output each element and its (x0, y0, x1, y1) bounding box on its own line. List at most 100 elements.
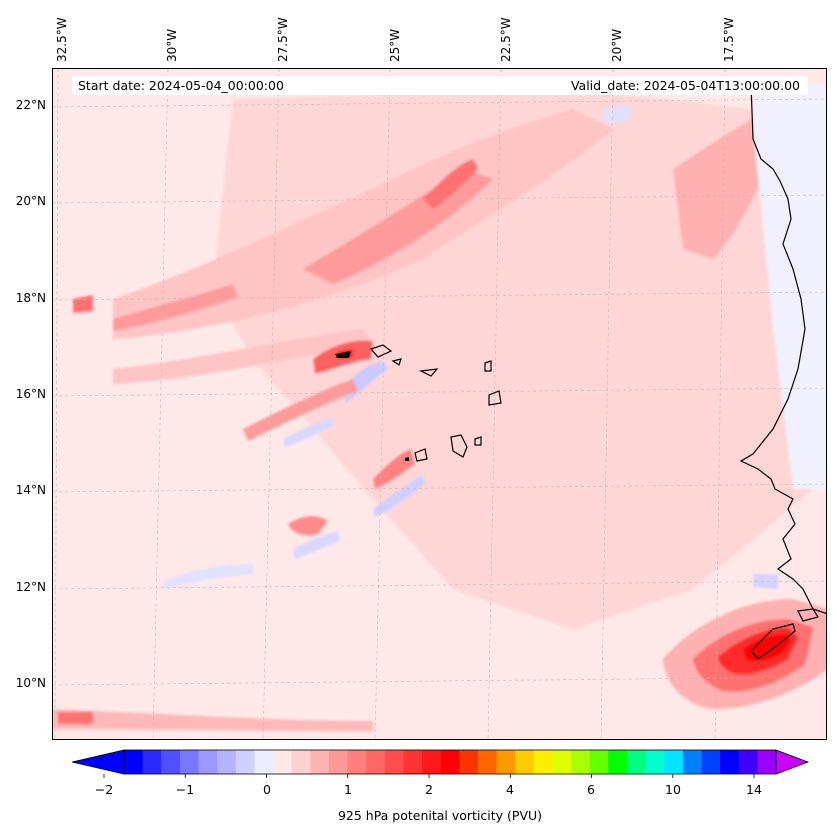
cape-verde-sao-vicente (391, 358, 402, 366)
pv-low-south (373, 474, 425, 517)
cape-verde-santo-antao (369, 344, 393, 358)
colorbar-cell (366, 750, 386, 774)
pv-field (53, 84, 826, 731)
pv-max-region-core (743, 634, 791, 662)
colorbar-label: 925 hPa potenital vorticity (PVU) (337, 808, 543, 823)
colorbar-over-arrow (775, 749, 810, 775)
cape-verde-santiago (450, 434, 468, 458)
colorbar-cell (440, 750, 460, 774)
pv-low-northeast (603, 105, 633, 123)
pv-region-north-band (113, 109, 613, 339)
date-info-bar: Start date: 2024-05-04_00:00:00 Valid_da… (72, 76, 808, 95)
lon-label-20w: 20°W (610, 28, 624, 62)
lon-label-17-5w: 17.5°W (722, 17, 736, 62)
colorbar-cell (738, 750, 758, 774)
colorbar-cell (589, 750, 609, 774)
colorbar-cell (422, 750, 442, 774)
pv-low-southwest (293, 531, 340, 559)
colorbar-cell (682, 750, 702, 774)
pv-low-coast (753, 574, 778, 589)
pv-low-diagonal (283, 417, 335, 447)
colorbar-cell (626, 750, 647, 774)
pv-streak-ne (423, 159, 478, 209)
lon-label-22-5w: 22.5°W (499, 17, 513, 62)
start-date-label: Start date: 2024-05-04_00:00:00 (78, 78, 284, 93)
colorbar-cell (161, 750, 181, 774)
lat-label-12n: 12°N (15, 580, 46, 594)
grid-line-lon-20w (600, 69, 614, 739)
cape-verde-maio (474, 436, 482, 446)
lat-label-16n: 16°N (15, 387, 46, 401)
colorbar-tick-label-4: 4 (506, 782, 514, 797)
colorbar-cell (291, 750, 311, 774)
colorbar-cell (477, 750, 498, 774)
colorbar-tick-label-neg2: −2 (94, 782, 114, 797)
colorbar-cell (217, 750, 237, 774)
colorbar-cell (347, 750, 367, 774)
colorbar-cell (254, 750, 274, 774)
lon-label-32-5w: 32.5°W (55, 17, 69, 62)
pv-field-map (53, 69, 826, 739)
colorbar-tick-label-neg1: −1 (175, 782, 195, 797)
pv-band-diagonal (243, 379, 358, 441)
pv-streak-south (373, 449, 415, 489)
colorbar-cell (552, 750, 572, 774)
colorbar-cell (124, 750, 144, 774)
map-panel[interactable] (52, 68, 827, 740)
colorbar-cells (124, 750, 777, 774)
guinea-bissau-islands (797, 608, 819, 622)
grid-line-lon-27-5w (262, 69, 280, 739)
africa-coastline (739, 83, 826, 614)
pv-low-band-south (163, 564, 253, 589)
grid-line-lon-30w (152, 69, 169, 739)
colorbar-outline (123, 749, 777, 775)
colorbar-cell (496, 750, 516, 774)
colorbar-tick-label-0: 0 (263, 782, 271, 797)
colorbar-tick-label-10: 10 (665, 782, 681, 797)
colorbar-cell (571, 750, 591, 774)
coastlines (369, 83, 826, 660)
cape-verde-boa-vista (488, 390, 502, 406)
colorbar-tick-label-2: 2 (425, 782, 433, 797)
pv-contour-2pvu (750, 623, 796, 660)
pv-contour-2pvu-central (335, 351, 351, 358)
colorbar-cell (142, 750, 162, 774)
colorbar-cell (459, 750, 479, 774)
colorbar-cell (515, 750, 535, 774)
colorbar-cell (198, 750, 218, 774)
grid-line-lon-25w (374, 69, 391, 739)
lat-label-22n: 22°N (15, 98, 46, 112)
colorbar-tick-marks (103, 774, 755, 778)
grid-line-lon-17-5w (714, 69, 726, 739)
cape-verde-fogo (414, 448, 428, 462)
cape-verde-sal (484, 360, 492, 372)
colorbar-cell (720, 750, 740, 774)
lat-label-10n: 10°N (15, 676, 46, 690)
colorbar-cell (701, 750, 721, 774)
lat-label-14n: 14°N (15, 483, 46, 497)
graticule (53, 69, 826, 739)
colorbar (71, 749, 810, 778)
colorbar-under-arrow (71, 749, 125, 775)
grid-line-lon-32-5w (54, 69, 59, 739)
cape-verde-sao-nicolau (418, 368, 439, 377)
colorbar-cell (403, 750, 423, 774)
pv-band-west (113, 284, 238, 331)
colorbar-cell (235, 750, 255, 774)
colorbar-cell (310, 750, 330, 774)
colorbar-cell (384, 750, 404, 774)
colorbar-tick-label-6: 6 (587, 782, 595, 797)
lat-label-18n: 18°N (15, 291, 46, 305)
colorbar-cell (757, 750, 777, 774)
valid-date-label: Valid_date: 2024-05-04T13:00:00.00 (570, 78, 800, 93)
colorbar-tick-label-1: 1 (344, 782, 352, 797)
pv-band-middle (113, 329, 373, 384)
lon-label-27-5w: 27.5°W (276, 17, 290, 62)
colorbar-cell (328, 750, 349, 774)
pv-band-southernmost (53, 709, 373, 731)
colorbar-cell (179, 750, 200, 774)
colorbar-cell (645, 750, 665, 774)
pv-low-far-east (753, 84, 826, 489)
colorbar-cell (533, 750, 553, 774)
grid-line-lon-22-5w (487, 69, 502, 739)
